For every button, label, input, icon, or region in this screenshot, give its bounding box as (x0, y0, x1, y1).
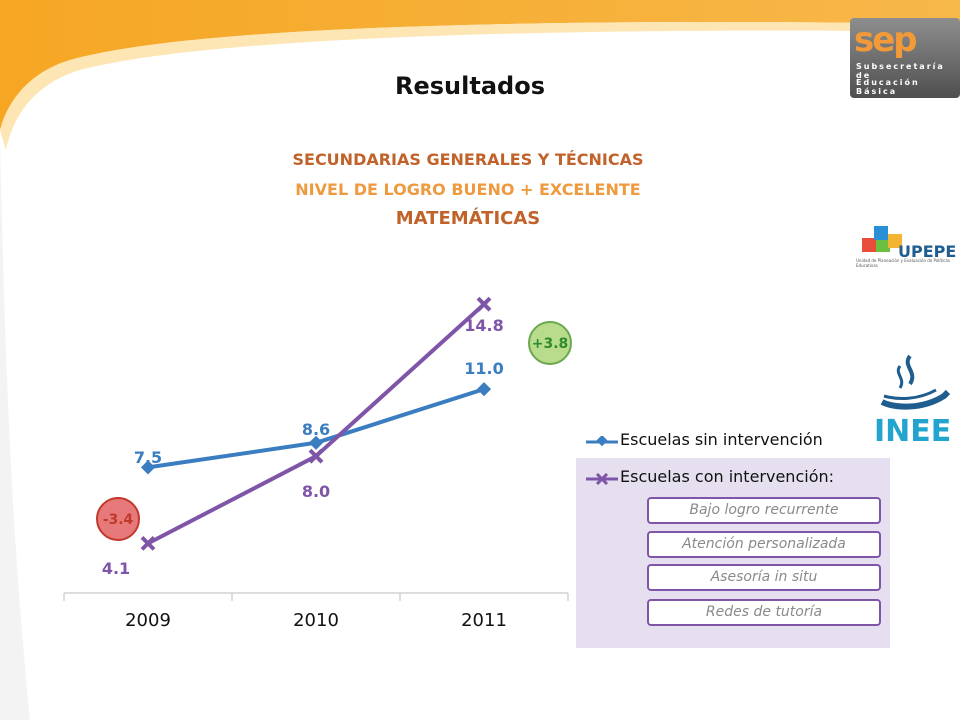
sep-logo: sep Subsecretaría de Educación Básica (850, 18, 960, 98)
series-1-point-2011 (476, 296, 492, 312)
inee-logo: INEE (868, 352, 960, 456)
x-tick-label-2009: 2009 (125, 610, 171, 631)
series-1-data-label-2009: 4.1 (102, 559, 130, 578)
difference-badge-1 (528, 321, 572, 365)
legend-marker-sin (586, 436, 618, 447)
x-tick-label-2011: 2011 (461, 610, 507, 631)
difference-badge-label-1: +3.8 (532, 336, 569, 352)
legend-subitem-bajo-logro: Bajo logro recurrente (647, 497, 881, 524)
x-tick-label-2010: 2010 (293, 610, 339, 631)
chart-subtitle-line-2: NIVEL DE LOGRO BUENO + EXCELENTE (295, 180, 641, 199)
series-0-data-label-2009: 7.5 (134, 448, 162, 467)
series-1-data-label-2010: 8.0 (302, 482, 330, 501)
legend-item-con-intervencion: Escuelas con intervención: (620, 467, 835, 486)
steam-icon (880, 354, 951, 410)
sep-logo-plate (850, 18, 960, 98)
difference-badge-0 (96, 497, 140, 541)
series-0-point-2010 (308, 435, 324, 450)
chart-subtitle-line-1: SECUNDARIAS GENERALES Y TÉCNICAS (292, 150, 644, 169)
slide-title: Resultados (395, 72, 545, 100)
legend-subitem-atencion: Atención personalizada (647, 531, 881, 558)
series-1-point-2010 (308, 448, 324, 464)
upepe-logo-name: UPEPE (898, 242, 957, 261)
legend-subitem-asesoria: Asesoría in situ (647, 564, 881, 591)
inee-logo-name: INEE (874, 414, 952, 449)
chart-subtitle-line-3: MATEMÁTICAS (395, 208, 541, 229)
series-0-point-2011 (476, 382, 492, 397)
upepe-logo: UPEPE Unidad de Planeación y Evaluación … (856, 224, 960, 272)
sep-logo-line-2: Educación Básica (856, 78, 920, 96)
legend-item-sin-intervencion: Escuelas sin intervención (620, 430, 823, 449)
sep-logo-word: sep (854, 20, 918, 60)
series-0-data-label-2011: 11.0 (464, 359, 503, 378)
series-0-data-label-2010: 8.6 (302, 420, 330, 439)
upepe-logo-tagline: Unidad de Planeación y Evaluación de Pol… (856, 258, 950, 268)
series-1-data-label-2011: 14.8 (464, 316, 503, 335)
puzzle-icon (862, 226, 902, 252)
series-0-point-2009 (140, 460, 156, 475)
series-1-point-2009 (140, 535, 156, 551)
sep-logo-line-1: Subsecretaría de (856, 62, 945, 80)
legend-marker-con (586, 473, 618, 485)
difference-badge-label-0: -3.4 (103, 512, 134, 528)
legend-subitem-redes: Redes de tutoría (647, 599, 881, 626)
